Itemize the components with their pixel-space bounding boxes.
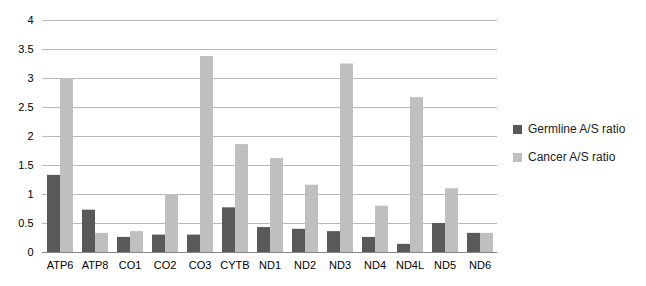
svg-text:0.5: 0.5: [18, 217, 33, 229]
svg-text:CO3: CO3: [189, 259, 212, 271]
svg-text:ATP6: ATP6: [47, 259, 74, 271]
svg-text:ND1: ND1: [259, 259, 281, 271]
svg-text:2.5: 2.5: [18, 101, 33, 113]
svg-text:1.5: 1.5: [18, 159, 33, 171]
svg-text:ATP8: ATP8: [82, 259, 109, 271]
svg-text:CO1: CO1: [119, 259, 142, 271]
svg-text:ND4L: ND4L: [396, 259, 424, 271]
svg-text:3.5: 3.5: [18, 43, 33, 55]
svg-text:3: 3: [27, 72, 33, 84]
svg-text:0: 0: [27, 246, 33, 258]
svg-text:1: 1: [27, 188, 33, 200]
svg-text:2: 2: [27, 130, 33, 142]
html-text:Cancer A/S ratio: Cancer A/S ratio: [528, 150, 616, 164]
html-text:Germline A/S ratio: Germline A/S ratio: [528, 122, 626, 136]
svg-text:ND3: ND3: [329, 259, 351, 271]
svg-text:CYTB: CYTB: [220, 259, 249, 271]
svg-text:ND4: ND4: [364, 259, 386, 271]
svg-text:4: 4: [27, 14, 33, 26]
svg-text:ND6: ND6: [469, 259, 491, 271]
svg-text:ND2: ND2: [294, 259, 316, 271]
svg-text:CO2: CO2: [154, 259, 177, 271]
svg-text:ND5: ND5: [434, 259, 456, 271]
